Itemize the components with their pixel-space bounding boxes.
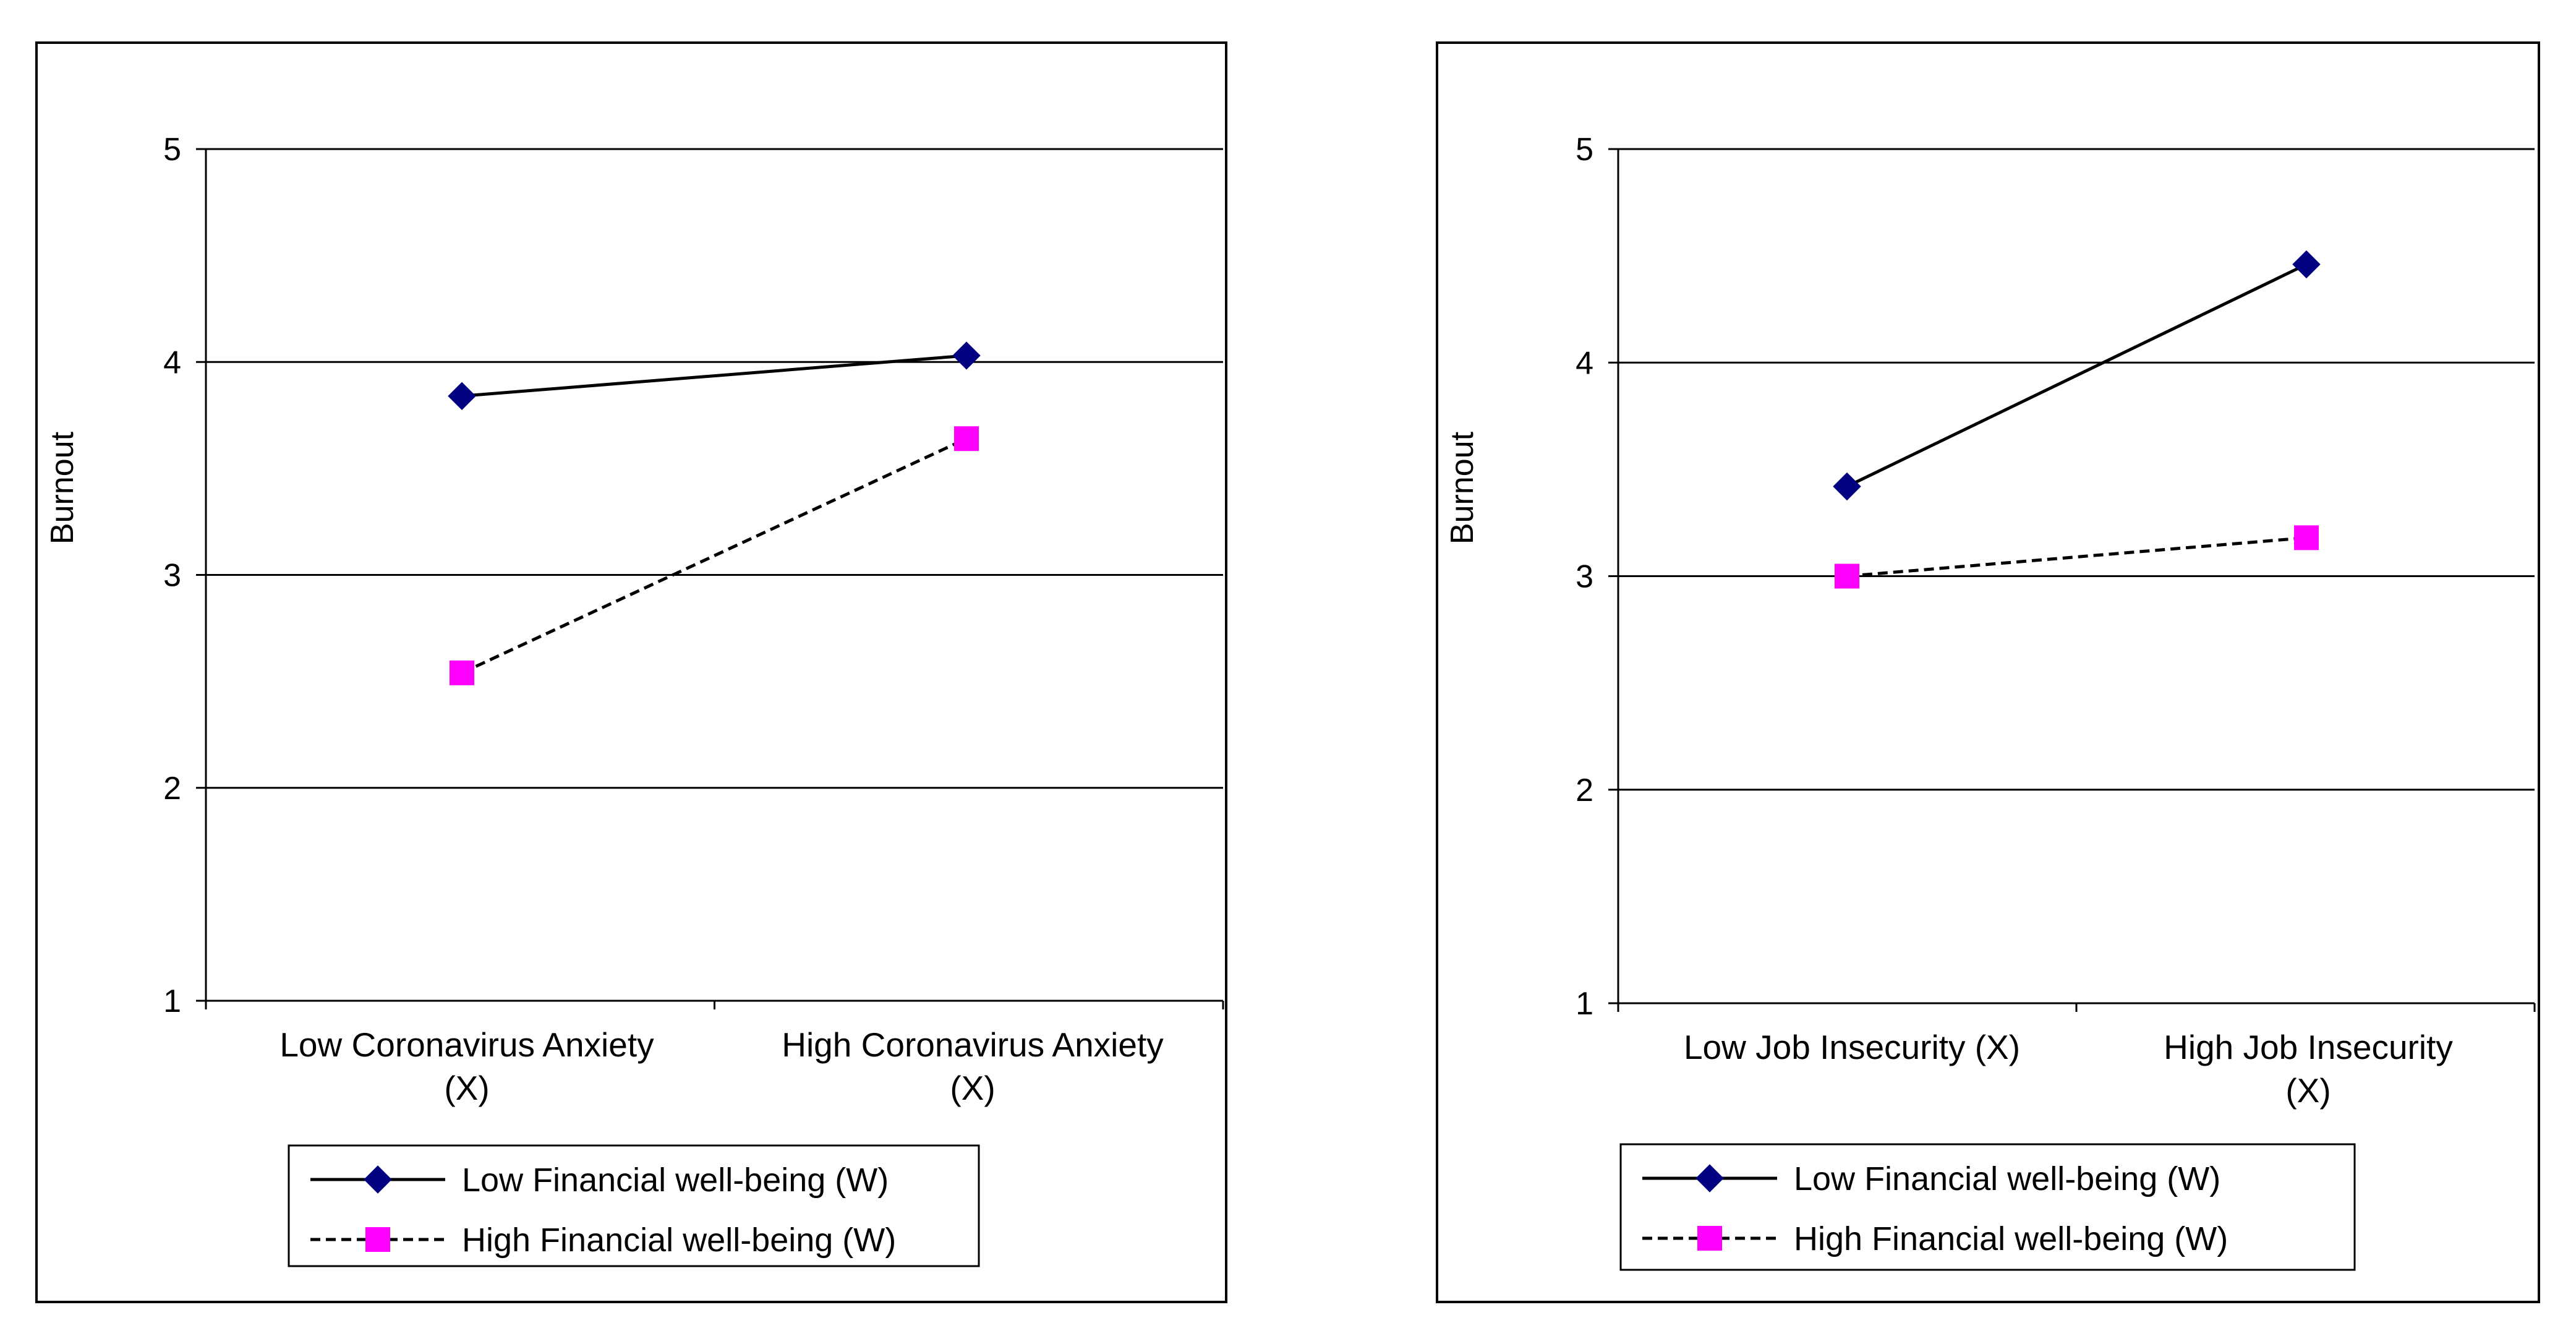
- series-high-financial-wellbeing: [1835, 525, 2319, 589]
- series-low-financial-wellbeing: [1833, 250, 2321, 501]
- y-tick-label: 2: [1576, 773, 1593, 808]
- legend-label: Low Financial well-being (W): [1794, 1160, 2220, 1197]
- x-category-label-line: (X): [2285, 1071, 2331, 1110]
- series-high-financial-wellbeing: [450, 426, 979, 685]
- x-category-label-line: (X): [444, 1069, 489, 1107]
- x-category-label: Low Coronavirus Anxiety (X): [279, 1026, 654, 1107]
- legend-marker-diamond: [1695, 1164, 1724, 1193]
- y-axis-label: Burnout: [1444, 431, 1480, 544]
- chart-frame: [1436, 41, 2540, 1303]
- x-category-label-line: High Job Insecurity: [2164, 1028, 2453, 1066]
- series-line: [1846, 263, 2308, 488]
- x-category-label: High Job Insecurity (X): [2164, 1028, 2453, 1110]
- legend-marker-square: [1697, 1226, 1722, 1251]
- data-point-square: [1835, 563, 1859, 589]
- x-category-label: Low Job Insecurity (X): [1684, 1028, 2020, 1066]
- legend-item: High Financial well-being (W): [1642, 1220, 2228, 1257]
- data-point-square: [954, 426, 979, 452]
- data-point-diamond: [952, 341, 981, 370]
- x-category-label: High Coronavirus Anxiety (X): [782, 1026, 1164, 1107]
- data-point-diamond: [2292, 250, 2321, 279]
- series-line: [461, 354, 967, 398]
- y-tick-label: 4: [163, 345, 181, 380]
- chart-frame: [35, 41, 1227, 1303]
- legend-label: Low Financial well-being (W): [462, 1162, 889, 1199]
- legend-item: Low Financial well-being (W): [310, 1162, 889, 1199]
- legend-box: [1619, 1143, 2356, 1271]
- x-category-label-line: Low Coronavirus Anxiety: [279, 1026, 654, 1064]
- y-tick-label: 5: [1576, 132, 1593, 168]
- y-tick-label: 2: [163, 771, 181, 807]
- data-point-diamond: [448, 382, 476, 411]
- data-point-square: [450, 660, 474, 685]
- y-tick-label: 1: [163, 983, 181, 1019]
- legend: Low Financial well-being (W) High Financi…: [1619, 1143, 2356, 1271]
- y-axis-label: Burnout: [45, 431, 80, 544]
- legend-label: High Financial well-being (W): [1794, 1220, 2228, 1257]
- x-category-label-line: High Coronavirus Anxiety: [782, 1026, 1164, 1064]
- legend-label: High Financial well-being (W): [462, 1222, 896, 1259]
- legend-box: [288, 1144, 980, 1267]
- x-category-label-line: (X): [950, 1069, 995, 1107]
- y-tick-label: 3: [1576, 559, 1593, 595]
- chart-2: 1 2 3 4 5 Burnout Low Job Insecurity (X) High J…: [1436, 41, 2540, 1303]
- x-category-label-line: Low Job Insecurity (X): [1684, 1028, 2020, 1066]
- legend-item: Low Financial well-being (W): [1642, 1160, 2220, 1197]
- legend-item: High Financial well-being (W): [310, 1222, 896, 1259]
- data-point-diamond: [1833, 472, 1861, 501]
- legend-marker-square: [365, 1227, 390, 1252]
- y-tick-label: 5: [163, 132, 181, 168]
- legend-marker-diamond: [364, 1165, 392, 1194]
- data-point-square: [2294, 525, 2319, 550]
- legend: Low Financial well-being (W) High Financi…: [288, 1144, 980, 1267]
- y-tick-label: 4: [1576, 345, 1593, 381]
- y-tick-label: 1: [1576, 986, 1593, 1022]
- series-low-financial-wellbeing: [448, 341, 981, 411]
- y-tick-label: 3: [163, 558, 181, 594]
